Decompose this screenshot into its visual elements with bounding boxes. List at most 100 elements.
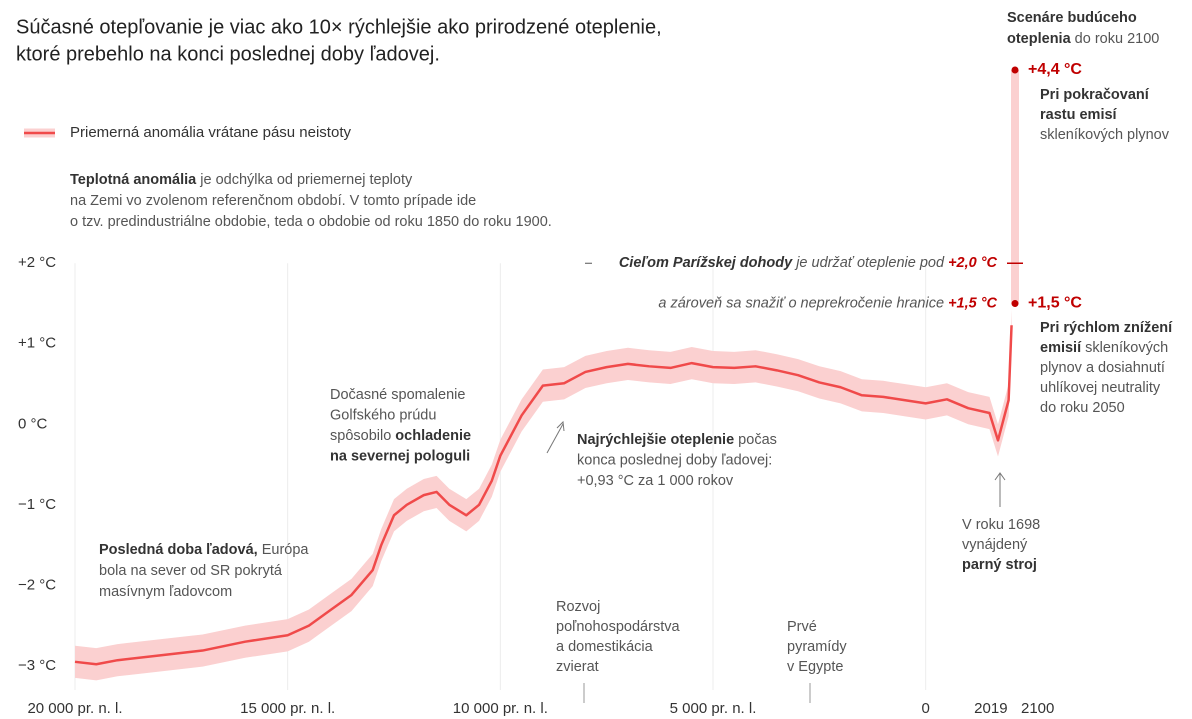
annotation-segment: na Zemi vo zvolenom referenčnom období. …	[70, 193, 476, 209]
annotation-line: do roku 2050	[1040, 400, 1125, 416]
annotation-segment: v Egypte	[787, 659, 843, 675]
annotation-segment: do roku 2100	[1071, 31, 1160, 47]
annotation-segment: spôsobilo	[330, 428, 395, 444]
annotation-segment: je odchýlka od priemernej teploty	[196, 172, 413, 188]
annotation-line: skleníkových plynov	[1040, 127, 1170, 143]
annotation-line: Golfského prúdu	[330, 407, 436, 423]
annotation-line: rastu emisí	[1040, 107, 1118, 123]
annotation-segment: na severnej pologuli	[330, 448, 470, 464]
annotation-line: Posledná doba ľadová, Európa	[99, 542, 309, 558]
annotation-segment: skleníkových	[1081, 340, 1168, 356]
annotation-segment: rastu emisí	[1040, 107, 1118, 123]
annotation-line: emisií skleníkových	[1040, 340, 1168, 356]
target-segment: je udržať oteplenie pod	[792, 255, 948, 271]
arrow-head	[556, 420, 565, 432]
annotation-line: +0,93 °C za 1 000 rokov	[577, 473, 734, 489]
annotation-segment: o tzv. predindustriálne obdobie, teda o …	[70, 214, 552, 230]
annotation-line: plynov a dosiahnutí	[1040, 360, 1165, 376]
annotation-segment: zvierat	[556, 659, 599, 675]
annotation-line: v Egypte	[787, 659, 843, 675]
annotation-line: oteplenia do roku 2100	[1007, 31, 1159, 47]
scenario-point	[1011, 300, 1019, 308]
y-tick-label: −1 °C	[18, 496, 56, 513]
annotation-segment: plynov a dosiahnutí	[1040, 360, 1165, 376]
annotation-line: vynájdený	[962, 537, 1028, 553]
annotation-line: Teplotná anomália je odchýlka od priemer…	[70, 172, 413, 188]
x-tick-label: 15 000 pr. n. l.	[240, 700, 335, 717]
annotation-line: Pri rýchlom znížení	[1040, 320, 1173, 336]
x-tick-label: 2100	[1021, 700, 1054, 717]
x-tick-label: 10 000 pr. n. l.	[453, 700, 548, 717]
annotation-segment: Európa	[258, 542, 310, 558]
target-text: a zároveň sa snažiť o neprekročenie hran…	[658, 295, 997, 311]
legend-label: Priemerná anomália vrátane pásu neistoty	[70, 124, 351, 141]
target-segment: Cieľom Parížskej dohody	[619, 255, 793, 271]
annotation-segment: Scenáre budúceho	[1007, 10, 1137, 26]
annotation-line: V roku 1698	[962, 517, 1040, 533]
annotation-line: Prvé	[787, 619, 817, 635]
annotation-line: konca poslednej doby ľadovej:	[577, 452, 772, 468]
annotation-line: bola na sever od SR pokrytá	[99, 563, 283, 579]
x-tick-label: 2019	[974, 700, 1007, 717]
annotation-line: zvierat	[556, 659, 599, 675]
annotation-segment: a domestikácia	[556, 639, 654, 655]
plot	[74, 309, 1013, 681]
annotation-segment: konca poslednej doby ľadovej:	[577, 452, 772, 468]
annotation-line: Dočasné spomalenie	[330, 387, 465, 403]
title-line: ktoré prebehlo na konci poslednej doby ľ…	[16, 43, 440, 65]
x-tick-label: 0	[922, 700, 930, 717]
annotation-line: parný stroj	[962, 557, 1037, 573]
y-tick-label: −3 °C	[18, 657, 56, 674]
annotation-segment: poľnohospodárstva	[556, 619, 680, 635]
annotation-segment: ochladenie	[395, 428, 471, 444]
annotation-line: Najrýchlejšie oteplenie počas	[577, 432, 777, 448]
uncertainty-band	[75, 309, 1012, 681]
annotation-line: Scenáre budúceho	[1007, 10, 1137, 26]
y-tick-label: 0 °C	[18, 415, 48, 432]
annotation-line: na severnej pologuli	[330, 448, 470, 464]
scenario-point	[1011, 66, 1019, 74]
annotation-line: Pri pokračovaní	[1040, 87, 1150, 103]
grid	[74, 263, 927, 690]
annotation-line: masívnym ľadovcom	[99, 584, 232, 600]
title-line: Súčasné otepľovanie je viac ako 10× rých…	[16, 16, 662, 38]
annotation-segment: oteplenia	[1007, 31, 1072, 47]
y-tick-label: +2 °C	[18, 254, 56, 271]
annotation-segment: Teplotná anomália	[70, 172, 197, 188]
anomaly-line	[74, 325, 1013, 666]
y-tick-label: −2 °C	[18, 576, 56, 593]
x-tick-label: 20 000 pr. n. l.	[27, 700, 122, 717]
annotation-segment: masívnym ľadovcom	[99, 584, 232, 600]
annotation-segment: Pri pokračovaní	[1040, 87, 1150, 103]
scenario-label: +4,4 °C	[1028, 61, 1082, 78]
annotation-segment: Posledná doba ľadová,	[99, 542, 258, 558]
annotation-line: pyramídy	[787, 639, 847, 655]
annotation-line: a domestikácia	[556, 639, 654, 655]
y-tick-label: +1 °C	[18, 335, 56, 352]
annotation-segment: emisií	[1040, 340, 1082, 356]
target-value: +1,5 °C	[948, 295, 997, 311]
annotation-segment: do roku 2050	[1040, 400, 1125, 416]
annotation-line: spôsobilo ochladenie	[330, 428, 471, 444]
annotation-segment: Najrýchlejšie oteplenie	[577, 432, 734, 448]
annotation-segment: počas	[734, 432, 777, 448]
target-segment: a zároveň sa snažiť o neprekročenie hran…	[658, 295, 948, 311]
annotation-line: poľnohospodárstva	[556, 619, 680, 635]
annotation-segment: Rozvoj	[556, 599, 600, 615]
x-tick-label: 5 000 pr. n. l.	[670, 700, 757, 717]
annotation-segment: skleníkových plynov	[1040, 127, 1170, 143]
annotation-segment: bola na sever od SR pokrytá	[99, 563, 283, 579]
scenario-label: +1,5 °C	[1028, 295, 1082, 312]
annotation-segment: Dočasné spomalenie	[330, 387, 465, 403]
annotation-segment: Pri rýchlom znížení	[1040, 320, 1173, 336]
annotation-line: Rozvoj	[556, 599, 600, 615]
target-text: Cieľom Parížskej dohody je udržať oteple…	[619, 255, 998, 271]
annotation-segment: +0,93 °C za 1 000 rokov	[577, 473, 734, 489]
annotation-segment: parný stroj	[962, 557, 1037, 573]
arrow	[546, 423, 564, 454]
annotation-segment: uhlíkovej neutrality	[1040, 380, 1161, 396]
arrow-head	[994, 472, 1006, 481]
annotation-line: na Zemi vo zvolenom referenčnom období. …	[70, 193, 476, 209]
annotation-segment: vynájdený	[962, 537, 1028, 553]
